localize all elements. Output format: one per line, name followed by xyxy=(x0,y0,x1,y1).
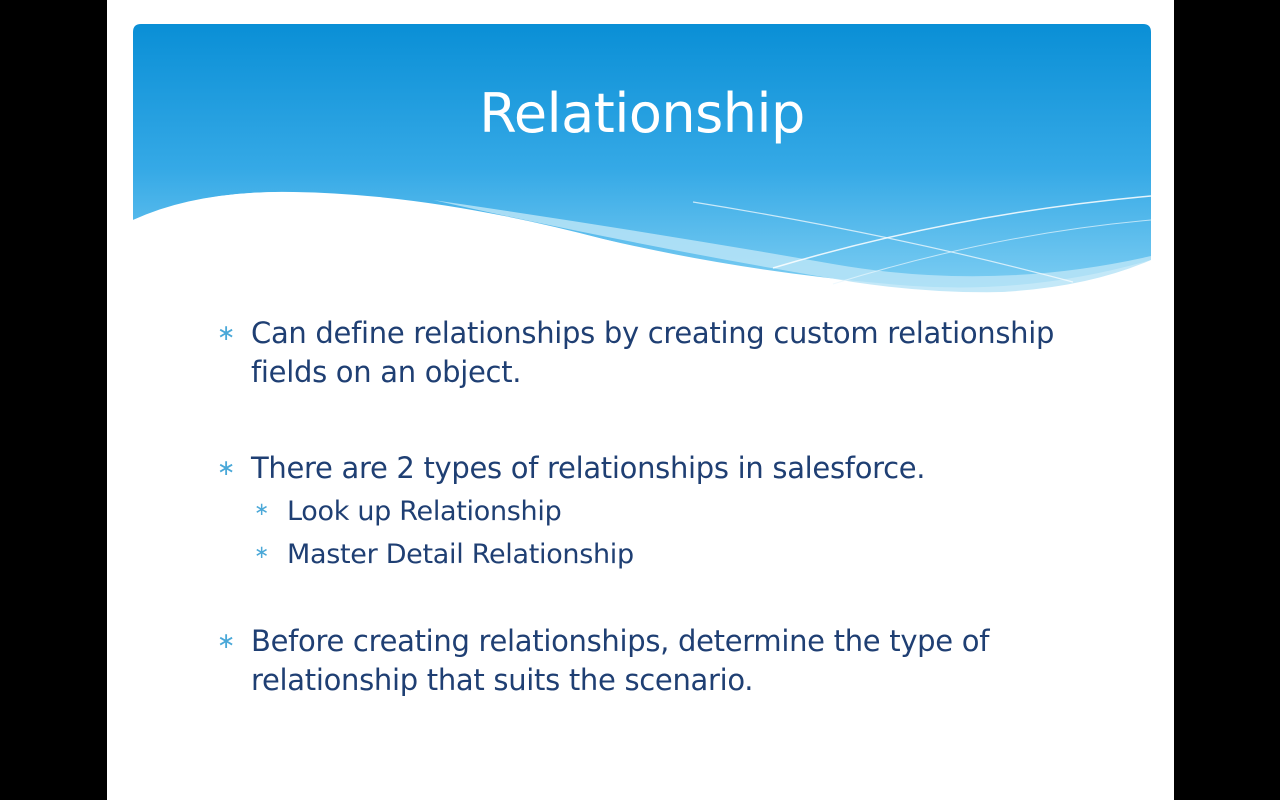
slide-header-banner: Relationship xyxy=(133,24,1151,304)
sub-bullet-star-icon: ∗ xyxy=(254,499,270,520)
bullet-list: ∗ Can define relationships by creating c… xyxy=(217,314,1077,700)
bullet-text: There are 2 types of relationships in sa… xyxy=(251,451,926,485)
slide-title: Relationship xyxy=(479,82,805,145)
sub-bullet-text: Look up Relationship xyxy=(287,496,562,527)
sub-bullet-star-icon: ∗ xyxy=(254,542,270,563)
bullet-item: ∗ Can define relationships by creating c… xyxy=(217,314,1077,392)
sub-bullet-item: ∗ Look up Relationship xyxy=(217,492,1077,531)
sub-bullet-item: ∗ Master Detail Relationship xyxy=(217,535,1077,574)
slide: Relationship ∗ Can define relationships … xyxy=(107,0,1174,800)
bullet-item: ∗ Before creating relationships, determi… xyxy=(217,622,1077,700)
header-wave-graphic xyxy=(133,24,1151,304)
bullet-text: Before creating relationships, determine… xyxy=(251,624,990,697)
sub-bullet-text: Master Detail Relationship xyxy=(287,539,634,570)
bullet-text: Can define relationships by creating cus… xyxy=(251,316,1055,389)
bullet-item: ∗ There are 2 types of relationships in … xyxy=(217,449,1077,488)
bullet-star-icon: ∗ xyxy=(217,629,236,654)
bullet-star-icon: ∗ xyxy=(217,456,236,481)
bullet-star-icon: ∗ xyxy=(217,321,236,346)
